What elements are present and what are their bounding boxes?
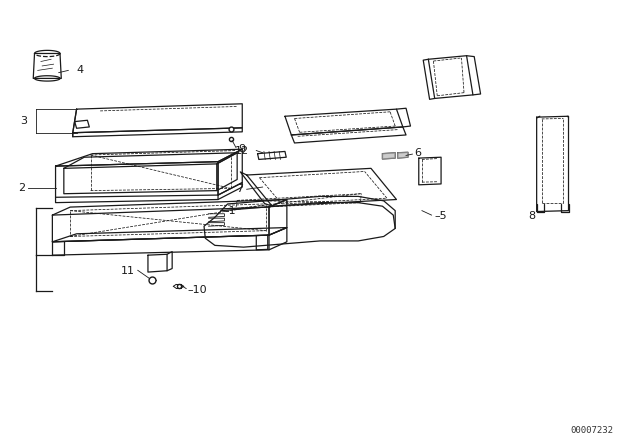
Text: 00007232: 00007232	[570, 426, 613, 435]
Text: 2: 2	[19, 183, 26, 194]
Text: 12: 12	[234, 146, 248, 155]
Text: –5: –5	[435, 211, 447, 221]
Polygon shape	[383, 153, 395, 159]
Text: 8: 8	[528, 211, 536, 221]
Text: –1: –1	[223, 206, 236, 215]
Text: 3: 3	[20, 116, 27, 126]
Text: 6: 6	[414, 148, 421, 158]
Text: 4: 4	[77, 65, 84, 75]
Text: 11: 11	[121, 266, 135, 276]
Text: 9: 9	[239, 144, 246, 154]
Text: 7: 7	[236, 184, 244, 194]
Polygon shape	[397, 152, 408, 158]
Text: –10: –10	[188, 285, 207, 295]
